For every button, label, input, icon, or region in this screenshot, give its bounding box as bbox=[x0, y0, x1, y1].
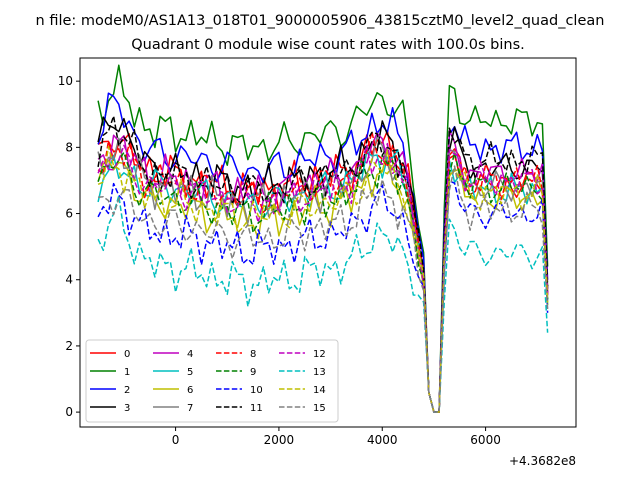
chart-title: Quadrant 0 module wise count rates with … bbox=[131, 37, 525, 53]
legend-label-3: 3 bbox=[124, 403, 130, 414]
legend-label-14: 14 bbox=[313, 385, 326, 396]
figure-suptitle: n file: modeM0/AS1A13_018T01_9000005906_… bbox=[36, 13, 605, 29]
series-line-15 bbox=[98, 165, 549, 413]
series-line-14 bbox=[97, 145, 549, 413]
legend-label-12: 12 bbox=[313, 349, 326, 360]
x-tick-label: 6000 bbox=[470, 433, 501, 447]
x-offset-label: +4.3682e8 bbox=[509, 454, 576, 468]
plot-lines bbox=[97, 64, 549, 413]
x-axis: 0 2000 4000 6000 bbox=[172, 427, 501, 447]
x-tick-label: 0 bbox=[172, 433, 180, 447]
legend-label-10: 10 bbox=[250, 385, 263, 396]
x-tick-label: 2000 bbox=[264, 433, 295, 447]
legend-label-11: 11 bbox=[250, 403, 263, 414]
series-line-1 bbox=[97, 64, 549, 413]
x-tick-label: 4000 bbox=[367, 433, 398, 447]
series-line-9 bbox=[97, 151, 549, 413]
legend-label-15: 15 bbox=[313, 403, 326, 414]
legend-label-5: 5 bbox=[187, 367, 193, 378]
legend-label-0: 0 bbox=[124, 349, 130, 360]
legend-label-1: 1 bbox=[124, 367, 130, 378]
legend-label-9: 9 bbox=[250, 367, 256, 378]
legend-label-8: 8 bbox=[250, 349, 256, 360]
y-tick-label: 6 bbox=[65, 207, 73, 221]
y-axis: 0 2 4 6 8 10 bbox=[58, 74, 80, 419]
y-tick-label: 2 bbox=[65, 339, 73, 353]
plot-frame bbox=[79, 57, 577, 428]
series-line-12 bbox=[97, 142, 549, 413]
legend-label-13: 13 bbox=[313, 367, 326, 378]
series-line-10 bbox=[97, 180, 549, 413]
series-line-6 bbox=[97, 148, 549, 413]
series-line-3 bbox=[97, 116, 549, 413]
legend-label-7: 7 bbox=[187, 403, 193, 414]
series-line-2 bbox=[97, 92, 549, 413]
y-tick-label: 10 bbox=[58, 74, 73, 88]
y-tick-label: 0 bbox=[65, 405, 73, 419]
y-tick-label: 8 bbox=[65, 140, 73, 154]
legend-frame bbox=[85, 339, 339, 423]
legend-label-6: 6 bbox=[187, 385, 193, 396]
legend-label-2: 2 bbox=[124, 385, 130, 396]
y-tick-label: 4 bbox=[65, 273, 73, 287]
series-line-11 bbox=[97, 115, 549, 413]
series-line-13 bbox=[97, 195, 549, 413]
legend-label-4: 4 bbox=[187, 349, 193, 360]
